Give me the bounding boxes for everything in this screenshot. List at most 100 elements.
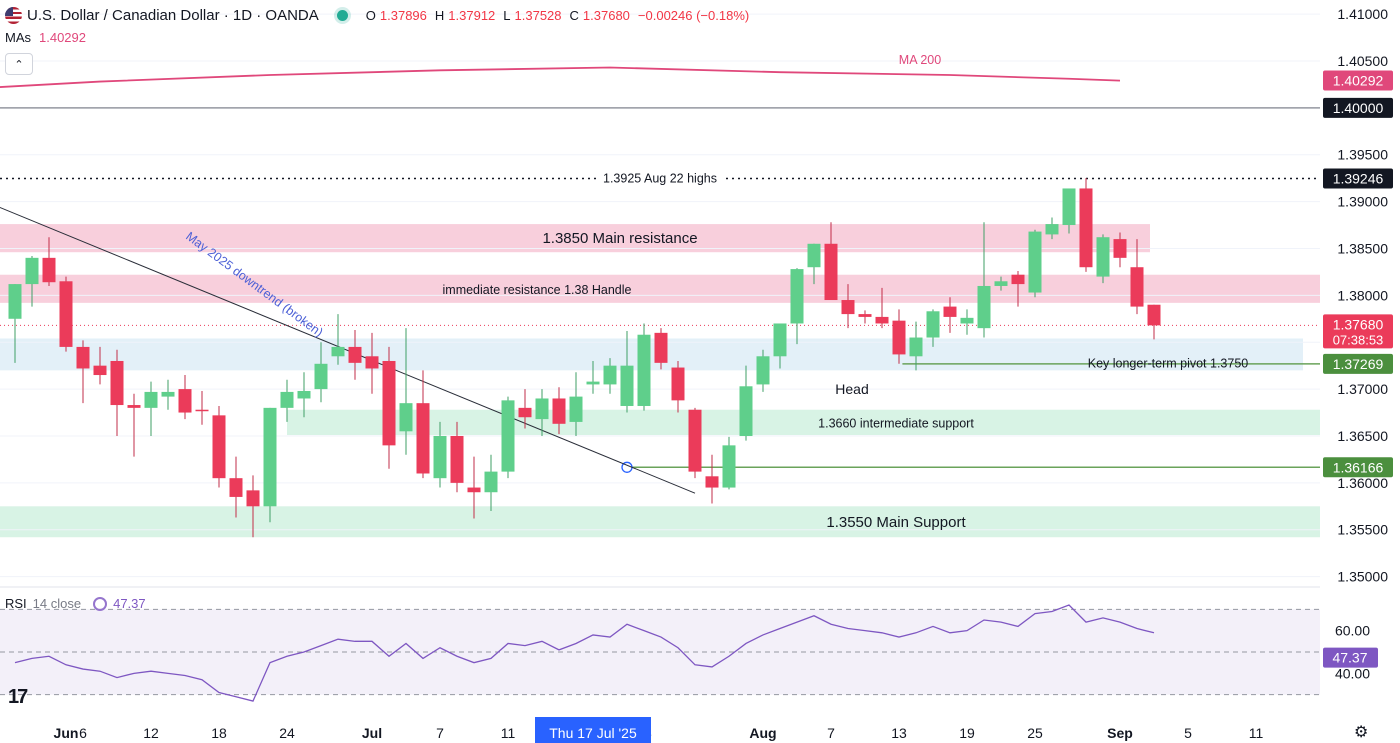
price-tick-label: 1.41000 xyxy=(1337,6,1388,22)
candle-body xyxy=(1011,274,1025,285)
time-tick-label: 13 xyxy=(891,725,907,741)
candle-body xyxy=(42,257,56,283)
candle-body xyxy=(807,243,821,268)
candle-body xyxy=(314,363,328,390)
candle-body xyxy=(93,365,107,376)
gear-icon[interactable]: ⚙ xyxy=(1354,724,1369,741)
rsi-legend-value: 47.37 xyxy=(113,596,146,611)
chart-header: U.S. Dollar / Canadian Dollar · 1D · OAN… xyxy=(5,5,753,25)
us-flag-icon xyxy=(5,6,22,24)
candle-body xyxy=(518,407,532,418)
candle-body xyxy=(1130,267,1144,307)
price-label-box xyxy=(1323,168,1393,189)
ohlc-value: 1.37680 xyxy=(582,7,630,23)
time-tick-label: 24 xyxy=(279,725,295,741)
ma-legend-value: 1.40292 xyxy=(39,30,86,45)
time-tick-label: Sep xyxy=(1107,725,1133,741)
price-label: 1.37680 xyxy=(1333,316,1384,332)
candle-body xyxy=(671,367,685,401)
ma200-label: MA 200 xyxy=(899,53,941,67)
candle-body xyxy=(1079,188,1093,268)
ohlc-value: 1.37896 xyxy=(379,7,427,23)
candle-body xyxy=(501,400,515,472)
price-tick-label: 1.35500 xyxy=(1337,522,1388,538)
candle-body xyxy=(1096,237,1110,277)
crosshair-date-box xyxy=(535,717,651,743)
candle-body xyxy=(1147,304,1161,326)
price-label-box xyxy=(1323,97,1393,118)
time-tick-label: 7 xyxy=(436,725,444,741)
symbol-title[interactable]: U.S. Dollar / Canadian Dollar · 1D · OAN… xyxy=(27,6,319,24)
tradingview-logo-icon[interactable]: 17 xyxy=(8,686,28,708)
rsi-value-box xyxy=(1323,647,1378,668)
candle-body xyxy=(263,407,277,507)
time-tick-label: 5 xyxy=(1184,725,1192,741)
candle-body xyxy=(1045,224,1059,235)
candle-body xyxy=(280,391,294,408)
candle-body xyxy=(484,471,498,493)
ohlc-key: L xyxy=(503,7,511,23)
candle-body xyxy=(365,356,379,369)
zone-band xyxy=(0,338,1303,371)
time-tick-label: 11 xyxy=(1249,725,1264,741)
price-label: 1.40292 xyxy=(1333,72,1384,88)
candle-body xyxy=(76,346,90,369)
candle-body xyxy=(348,346,362,363)
candle-body xyxy=(229,478,243,497)
candle-body xyxy=(994,281,1008,286)
countdown-label: 07:38:53 xyxy=(1333,332,1384,347)
rsi-legend-name: RSI xyxy=(5,596,27,611)
candle-body xyxy=(178,389,192,413)
zone-label: 1.3660 intermediate support xyxy=(818,416,974,430)
candle-body xyxy=(977,285,991,329)
rsi-tick-label: 40.00 xyxy=(1335,665,1370,681)
candle-body xyxy=(433,435,447,479)
chevron-up-icon[interactable]: ⌃ xyxy=(5,53,33,75)
ma-legend[interactable]: MAs 1.40292 xyxy=(5,30,86,45)
time-axis[interactable]: Jun6121824Jul71123Aug7131925Sep511Thu 17… xyxy=(54,717,1264,743)
candle-body xyxy=(790,269,804,324)
candle-body xyxy=(603,365,617,385)
price-axis[interactable]: 1.41000 1.40500 1.40000 1.39500 1.39000 1.385… xyxy=(1320,0,1400,743)
market-status-icon[interactable] xyxy=(336,9,348,21)
time-tick-label: Aug xyxy=(749,725,776,741)
time-tick-label: 6 xyxy=(79,725,87,741)
candle-body xyxy=(195,409,209,412)
candle-body xyxy=(297,390,311,399)
zone-label: Key longer-term pivot 1.3750 xyxy=(1088,356,1249,370)
candle-body xyxy=(960,317,974,324)
candle-body xyxy=(8,284,22,319)
candle-body xyxy=(246,490,260,507)
candle-body xyxy=(909,337,923,357)
head-label: Head xyxy=(835,381,868,397)
time-tick-label: 7 xyxy=(827,725,835,741)
zone-band xyxy=(0,224,1150,253)
candlestick-series[interactable] xyxy=(8,178,1161,538)
rsi-sync-icon[interactable] xyxy=(93,596,108,611)
time-tick-label: 12 xyxy=(143,725,159,741)
rsi-tick-label: 60.00 xyxy=(1335,623,1370,639)
candle-body xyxy=(399,403,413,432)
ohlc-value: 1.37528 xyxy=(514,7,562,23)
zone-bands xyxy=(0,224,1320,538)
candle-body xyxy=(59,281,73,347)
price-label: 1.37269 xyxy=(1333,356,1384,372)
rsi-legend[interactable]: RSI 14 close 47.37 xyxy=(5,596,146,611)
candle-body xyxy=(756,356,770,385)
time-tick-label: Jun xyxy=(54,725,79,741)
price-tick-label: 1.37000 xyxy=(1337,381,1388,397)
candle-body xyxy=(637,334,651,406)
ohlc-value: −0.00246 (−0.18%) xyxy=(637,7,750,23)
candle-body xyxy=(25,257,39,285)
candle-body xyxy=(535,398,549,420)
ohlc-values: O 1.37896 H 1.37912 L 1.37528 C 1.37680 −0.00246… xyxy=(366,8,753,23)
candle-body xyxy=(416,403,430,474)
candle-body xyxy=(1028,231,1042,293)
time-tick-label: Jul xyxy=(362,725,382,741)
price-tick-label: 1.38000 xyxy=(1337,287,1388,303)
aug-highs-label: 1.3925 Aug 22 highs xyxy=(603,172,717,186)
ohlc-key: H xyxy=(434,7,445,23)
time-tick-label: 18 xyxy=(211,725,227,741)
